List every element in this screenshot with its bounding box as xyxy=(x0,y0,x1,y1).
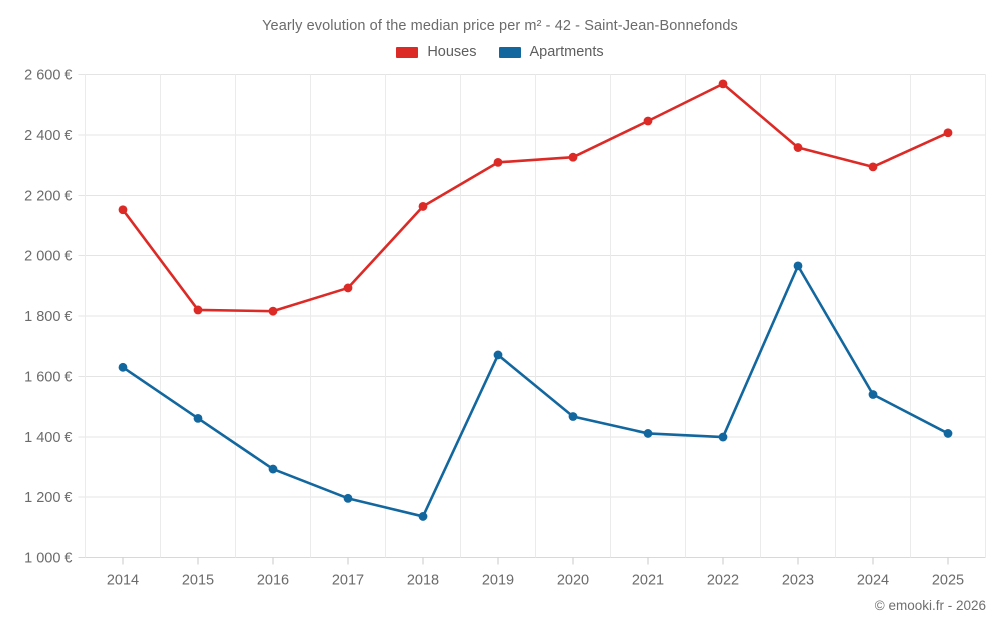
data-point[interactable] xyxy=(718,79,728,89)
data-point[interactable] xyxy=(193,305,203,315)
x-tick-label: 2020 xyxy=(557,573,589,589)
data-point[interactable] xyxy=(343,283,353,293)
chart-title: Yearly evolution of the median price per… xyxy=(262,18,738,34)
data-point[interactable] xyxy=(868,162,878,172)
data-point[interactable] xyxy=(268,464,278,474)
x-tick-label: 2021 xyxy=(632,573,664,589)
legend-item-apartments[interactable]: Apartments xyxy=(498,44,604,60)
chart-legend: Houses Apartments xyxy=(0,44,1000,60)
y-tick-label: 1 800 € xyxy=(24,309,72,325)
data-point[interactable] xyxy=(268,306,278,316)
data-point[interactable] xyxy=(568,412,578,421)
y-tick-label: 1 000 € xyxy=(24,551,72,567)
data-point[interactable] xyxy=(943,128,953,138)
x-tick-label: 2015 xyxy=(182,573,214,589)
grid-layer xyxy=(78,74,986,558)
data-point[interactable] xyxy=(118,362,128,372)
axis-layer xyxy=(122,557,949,565)
legend-item-houses[interactable]: Houses xyxy=(396,44,477,60)
copyright-credit: © emooki.fr - 2026 xyxy=(874,598,986,613)
series-layer xyxy=(118,79,953,521)
data-point[interactable] xyxy=(493,350,503,360)
y-tick-label: 2 000 € xyxy=(24,249,72,265)
series-line-apartments xyxy=(121,264,950,518)
x-tick-label: 2014 xyxy=(107,573,139,589)
y-tick-label: 2 400 € xyxy=(24,128,72,144)
legend-label-apartments: Apartments xyxy=(529,44,604,60)
y-tick-label: 2 200 € xyxy=(24,188,72,204)
series-houses xyxy=(118,79,953,316)
x-tick-label: 2022 xyxy=(707,573,739,589)
data-point[interactable] xyxy=(568,152,578,162)
data-point[interactable] xyxy=(343,493,353,503)
data-point[interactable] xyxy=(418,202,428,211)
y-tick-label: 1 600 € xyxy=(24,369,72,385)
y-tick-label: 2 600 € xyxy=(24,68,72,84)
data-point[interactable] xyxy=(943,429,953,438)
y-tick-label: 1 200 € xyxy=(24,490,72,506)
data-point[interactable] xyxy=(793,261,803,271)
data-point[interactable] xyxy=(643,116,653,126)
x-axis-tick-labels: 2014 2015 2016 2017 2018 2019 2020 2021 2022 2023… xyxy=(107,573,964,589)
series-line-houses xyxy=(121,82,950,313)
y-tick-label: 1 400 € xyxy=(24,430,72,446)
data-point[interactable] xyxy=(868,390,878,399)
series-apartments xyxy=(118,261,953,521)
x-tick-label: 2025 xyxy=(932,573,964,589)
data-point[interactable] xyxy=(118,205,128,215)
x-tick-label: 2024 xyxy=(857,573,889,589)
data-point[interactable] xyxy=(793,143,803,152)
data-point[interactable] xyxy=(193,413,203,423)
x-tick-label: 2023 xyxy=(782,573,814,589)
x-tick-label: 2019 xyxy=(482,573,514,589)
data-point[interactable] xyxy=(418,512,428,521)
x-tick-label: 2018 xyxy=(407,573,439,589)
legend-swatch-apartments-icon xyxy=(498,46,521,58)
x-tick-label: 2016 xyxy=(257,573,289,589)
data-point[interactable] xyxy=(493,157,503,167)
x-tick-label: 2017 xyxy=(332,573,364,589)
legend-swatch-houses-icon xyxy=(396,46,419,58)
data-point[interactable] xyxy=(718,432,728,442)
data-point[interactable] xyxy=(643,429,653,438)
legend-label-houses: Houses xyxy=(427,44,477,60)
y-axis-tick-labels: 1 000 € 1 200 € 1 400 € 1 600 € 1 800 € 2 000… xyxy=(24,68,72,567)
